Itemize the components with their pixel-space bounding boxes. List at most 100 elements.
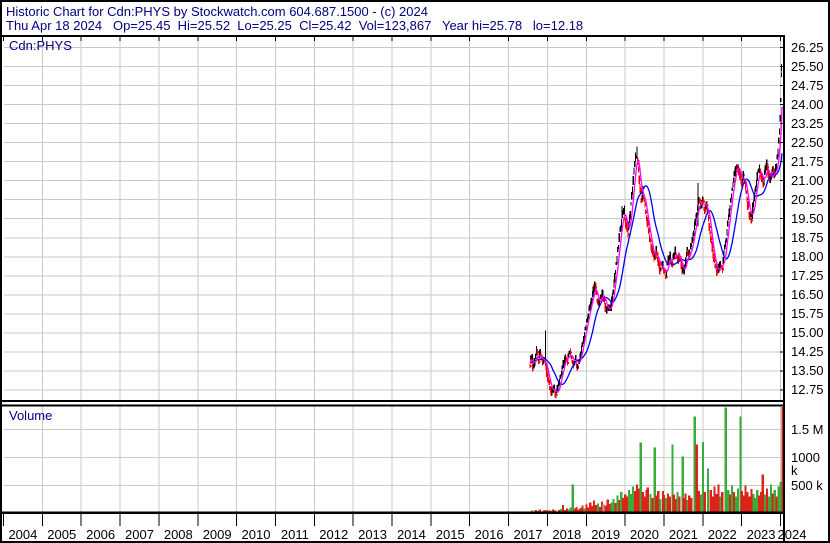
volume-bar	[622, 497, 625, 514]
volume-bar	[750, 488, 753, 514]
volume-bar	[760, 492, 763, 514]
year-tick-label: 2016	[474, 527, 504, 542]
volume-bar	[671, 444, 674, 514]
volume-bar	[589, 502, 592, 514]
volume-bar	[594, 505, 598, 514]
volume-bar	[666, 493, 670, 514]
volume-bar	[699, 494, 703, 514]
volume-bar	[575, 506, 578, 514]
volume-bar	[730, 485, 734, 514]
volume-bar	[585, 504, 588, 514]
volume-bar	[600, 501, 603, 514]
volume-bar	[684, 493, 687, 514]
volume-bar	[701, 441, 704, 514]
volume-bar	[678, 496, 681, 514]
year-tick-label: 2006	[86, 527, 116, 542]
price-tick-label: 12.75	[791, 382, 824, 398]
volume-bar	[742, 495, 745, 514]
year-tick-label: 2021	[668, 527, 698, 542]
price-tick-label: 26.25	[791, 40, 824, 55]
volume-bar	[763, 494, 767, 514]
chart-title: Historic Chart for Cdn:PHYS by Stockwatc…	[6, 4, 428, 19]
volume-bar	[561, 505, 565, 514]
year-tick-label: 2007	[125, 527, 154, 542]
price-tick-label: 19.50	[791, 211, 824, 227]
year-tick-label: 2005	[47, 527, 77, 542]
volume-bar	[740, 491, 743, 514]
volume-bar	[627, 489, 631, 514]
volume-bar	[765, 488, 769, 514]
year-tick-label: 2022	[707, 527, 737, 542]
price-tick-label: 15.75	[791, 306, 824, 322]
price-tick-label: 24.00	[791, 97, 824, 113]
volume-bar	[544, 509, 547, 514]
volume-bar	[581, 505, 584, 514]
volume-tick-label: 1000 k	[791, 450, 820, 478]
volume-bar	[681, 456, 684, 514]
volume-bar	[748, 496, 751, 514]
year-tick-label: 2010	[241, 527, 271, 542]
volume-bar	[715, 493, 718, 514]
volume-bar	[602, 504, 605, 514]
price-tick-label: 18.75	[791, 230, 824, 246]
year-tick-label: 2023	[746, 527, 776, 542]
volume-bar	[709, 489, 712, 514]
volume-bar	[633, 491, 637, 514]
volume-bar	[624, 494, 627, 514]
quote-summary: Thu Apr 18 2024 Op=25.45 Hi=25.52 Lo=25.…	[6, 18, 584, 33]
year-tick-label: 2011	[280, 527, 309, 542]
volume-bar	[637, 488, 640, 514]
volume-bar	[744, 485, 747, 514]
volume-bar	[693, 416, 696, 514]
volume-bar	[629, 493, 633, 514]
volume-bar	[583, 508, 586, 514]
volume-bar	[559, 509, 563, 514]
volume-bar	[614, 502, 617, 514]
volume-bar	[781, 407, 784, 514]
volume-bar	[577, 509, 580, 514]
volume-bar	[732, 492, 736, 514]
volume-bar	[754, 497, 757, 514]
volume-bar	[728, 494, 732, 514]
volume-bar	[604, 505, 607, 514]
volume-bar	[777, 486, 780, 514]
volume-bar	[703, 492, 706, 514]
volume-bar	[651, 497, 654, 514]
year-tick-label: 2018	[552, 527, 582, 542]
ma-fast-line	[529, 106, 783, 393]
year-tick-label: 2024	[777, 527, 807, 542]
volume-bar	[717, 484, 720, 514]
volume-bar	[758, 495, 761, 514]
volume-bar	[653, 447, 656, 514]
volume-bar	[618, 500, 621, 514]
volume-bar	[612, 498, 615, 514]
price-tick-label: 25.50	[791, 59, 824, 75]
price-tick-label: 18.00	[791, 249, 824, 265]
volume-bar	[635, 484, 638, 514]
volume-bar	[761, 474, 764, 514]
year-tick-label: 2013	[358, 527, 388, 542]
price-tick-label: 17.25	[791, 268, 824, 284]
volume-bar	[734, 496, 738, 514]
volume-bar	[736, 488, 739, 514]
volume-bar	[646, 487, 649, 514]
price-tick-label: 16.50	[791, 287, 824, 303]
volume-bar	[565, 508, 569, 514]
volume-tick-label: 500 k	[791, 478, 823, 493]
volume-bar	[608, 503, 611, 514]
volume-bar	[690, 497, 693, 514]
volume-bar	[569, 507, 572, 514]
price-tick-label: 20.25	[791, 192, 824, 208]
year-tick-label: 2012	[319, 527, 349, 542]
volume-bar	[719, 496, 722, 514]
volume-bar	[573, 508, 576, 514]
volume-bar	[538, 509, 541, 514]
price-tick-label: 24.75	[791, 78, 824, 94]
volume-bar	[649, 493, 652, 514]
volume-bar	[711, 496, 714, 514]
volume-bar	[661, 491, 664, 514]
volume-bar	[775, 496, 778, 514]
volume-bar	[771, 493, 774, 514]
volume-bar	[598, 506, 602, 514]
volume-pane-label: Volume	[9, 408, 53, 423]
